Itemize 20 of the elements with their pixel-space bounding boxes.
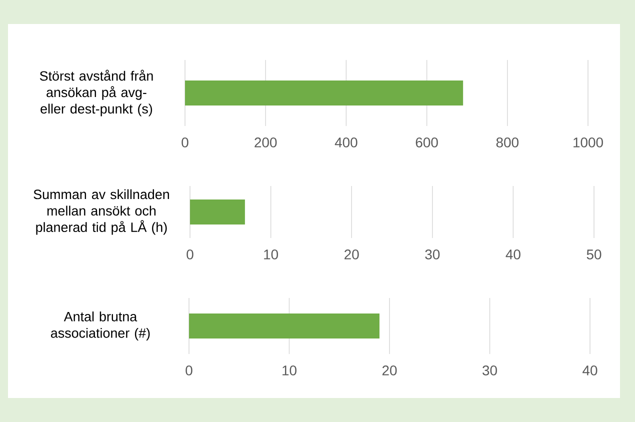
- x-tick-label: 0: [182, 138, 188, 148]
- x-tick-label: 1000: [574, 138, 603, 148]
- x-tick-label: 40: [506, 250, 520, 260]
- x-tick-label: 10: [282, 366, 296, 376]
- x-tick-label: 40: [582, 366, 598, 376]
- x-tick-label: 0: [186, 366, 192, 376]
- x-tick-label: 30: [482, 366, 497, 376]
- y-tick-label: Antal brutna associationer (#): [50, 312, 150, 340]
- x-tick-label: 400: [334, 138, 358, 148]
- x-tick-label: 50: [586, 250, 602, 260]
- x-tick-label: 10: [264, 250, 278, 260]
- x-tick-label: 20: [344, 250, 359, 260]
- x-tick-label: 20: [382, 366, 397, 376]
- y-tick-label: Störst avstånd från ansökan på avg- eller dest-punkt (s): [40, 70, 153, 116]
- x-tick-label: 800: [496, 138, 518, 148]
- x-tick-label: 600: [416, 138, 438, 148]
- x-tick-label: 30: [425, 250, 440, 260]
- x-tick-label: 200: [254, 138, 277, 148]
- x-tick-label: 0: [186, 250, 194, 260]
- y-tick-label: Summan av skillnaden mellan ansökt och planerad tid på LÅ (h): [34, 189, 169, 235]
